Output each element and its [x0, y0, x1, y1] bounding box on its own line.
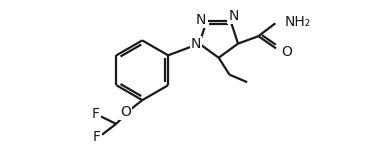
Text: O: O: [120, 105, 131, 119]
Text: NH₂: NH₂: [284, 15, 311, 29]
Text: N: N: [191, 37, 201, 51]
Text: F: F: [93, 130, 101, 144]
Text: F: F: [92, 107, 100, 121]
Text: N: N: [228, 9, 239, 23]
Text: O: O: [281, 45, 292, 59]
Text: N: N: [196, 12, 206, 27]
